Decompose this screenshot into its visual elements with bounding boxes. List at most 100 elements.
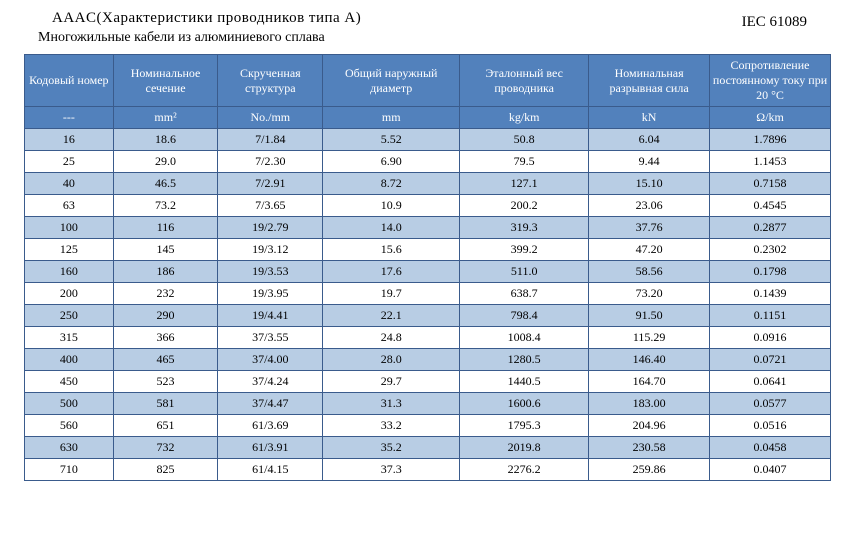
table-cell: 0.1151 [710, 305, 831, 327]
title-sub: Многожильные кабели из алюминиевого спла… [38, 30, 361, 46]
table-cell: 523 [113, 371, 218, 393]
table-cell: 125 [25, 239, 114, 261]
table-cell: 16 [25, 129, 114, 151]
table-cell: 732 [113, 437, 218, 459]
table-cell: 0.1439 [710, 283, 831, 305]
table-row: 71082561/4.1537.32276.2259.860.0407 [25, 459, 831, 481]
table-cell: 560 [25, 415, 114, 437]
unit-cell: kg/km [460, 107, 589, 129]
table-row: 12514519/3.1215.6399.247.200.2302 [25, 239, 831, 261]
table-body: --- mm² No./mm mm kg/km kN Ω/km 1618.67/… [25, 107, 831, 481]
table-cell: 28.0 [323, 349, 460, 371]
table-cell: 2019.8 [460, 437, 589, 459]
table-cell: 160 [25, 261, 114, 283]
table-cell: 0.0721 [710, 349, 831, 371]
title-block: AAAC(Характеристики проводников типа A) … [24, 10, 361, 52]
table-cell: 0.0916 [710, 327, 831, 349]
table-cell: 37/4.47 [218, 393, 323, 415]
table-row: 10011619/2.7914.0319.337.760.2877 [25, 217, 831, 239]
table-cell: 31.3 [323, 393, 460, 415]
unit-cell: mm² [113, 107, 218, 129]
table-cell: 500 [25, 393, 114, 415]
unit-cell: kN [589, 107, 710, 129]
table-cell: 61/3.91 [218, 437, 323, 459]
table-cell: 511.0 [460, 261, 589, 283]
table-cell: 29.7 [323, 371, 460, 393]
table-cell: 2276.2 [460, 459, 589, 481]
table-cell: 1008.4 [460, 327, 589, 349]
table-cell: 58.56 [589, 261, 710, 283]
table-cell: 37/3.55 [218, 327, 323, 349]
table-cell: 50.8 [460, 129, 589, 151]
table-cell: 230.58 [589, 437, 710, 459]
table-cell: 450 [25, 371, 114, 393]
table-cell: 19/3.12 [218, 239, 323, 261]
table-cell: 204.96 [589, 415, 710, 437]
table-cell: 710 [25, 459, 114, 481]
table-row: 4046.57/2.918.72127.115.100.7158 [25, 173, 831, 195]
table-cell: 19/2.79 [218, 217, 323, 239]
table-row: 56065161/3.6933.21795.3204.960.0516 [25, 415, 831, 437]
table-cell: 0.4545 [710, 195, 831, 217]
table-cell: 7/1.84 [218, 129, 323, 151]
table-cell: 79.5 [460, 151, 589, 173]
table-row: 6373.27/3.6510.9200.223.060.4545 [25, 195, 831, 217]
table-cell: 40 [25, 173, 114, 195]
table-cell: 0.0641 [710, 371, 831, 393]
table-cell: 581 [113, 393, 218, 415]
table-cell: 400 [25, 349, 114, 371]
table-cell: 798.4 [460, 305, 589, 327]
table-row: 2529.07/2.306.9079.59.441.1453 [25, 151, 831, 173]
unit-cell: --- [25, 107, 114, 129]
table-cell: 33.2 [323, 415, 460, 437]
table-cell: 61/3.69 [218, 415, 323, 437]
table-cell: 366 [113, 327, 218, 349]
table-cell: 259.86 [589, 459, 710, 481]
table-cell: 183.00 [589, 393, 710, 415]
table-cell: 0.0407 [710, 459, 831, 481]
table-cell: 9.44 [589, 151, 710, 173]
table-cell: 17.6 [323, 261, 460, 283]
table-cell: 232 [113, 283, 218, 305]
table-cell: 19/3.95 [218, 283, 323, 305]
table-cell: 73.20 [589, 283, 710, 305]
table-cell: 250 [25, 305, 114, 327]
table-cell: 29.0 [113, 151, 218, 173]
table-cell: 46.5 [113, 173, 218, 195]
table-cell: 61/4.15 [218, 459, 323, 481]
table-cell: 200 [25, 283, 114, 305]
table-cell: 0.0458 [710, 437, 831, 459]
units-row: --- mm² No./mm mm kg/km kN Ω/km [25, 107, 831, 129]
table-cell: 19/3.53 [218, 261, 323, 283]
table-row: 31536637/3.5524.81008.4115.290.0916 [25, 327, 831, 349]
unit-cell: mm [323, 107, 460, 129]
table-cell: 630 [25, 437, 114, 459]
table-cell: 6.04 [589, 129, 710, 151]
table-cell: 290 [113, 305, 218, 327]
table-cell: 127.1 [460, 173, 589, 195]
col-header: Общий наружный диаметр [323, 55, 460, 107]
table-cell: 0.2877 [710, 217, 831, 239]
table-cell: 638.7 [460, 283, 589, 305]
table-cell: 6.90 [323, 151, 460, 173]
col-header: Кодовый номер [25, 55, 114, 107]
table-cell: 47.20 [589, 239, 710, 261]
table-cell: 0.1798 [710, 261, 831, 283]
table-cell: 7/3.65 [218, 195, 323, 217]
table-cell: 37/4.24 [218, 371, 323, 393]
table-cell: 5.52 [323, 129, 460, 151]
conductor-table: Кодовый номер Номинальное сечение Скруче… [24, 54, 831, 481]
table-cell: 1.7896 [710, 129, 831, 151]
table-cell: 7/2.91 [218, 173, 323, 195]
table-cell: 15.6 [323, 239, 460, 261]
table-cell: 0.2302 [710, 239, 831, 261]
table-cell: 10.9 [323, 195, 460, 217]
table-cell: 651 [113, 415, 218, 437]
table-row: 40046537/4.0028.01280.5146.400.0721 [25, 349, 831, 371]
table-row: 16018619/3.5317.6511.058.560.1798 [25, 261, 831, 283]
table-cell: 319.3 [460, 217, 589, 239]
table-row: 63073261/3.9135.22019.8230.580.0458 [25, 437, 831, 459]
table-cell: 22.1 [323, 305, 460, 327]
table-cell: 315 [25, 327, 114, 349]
col-header: Номинальное сечение [113, 55, 218, 107]
